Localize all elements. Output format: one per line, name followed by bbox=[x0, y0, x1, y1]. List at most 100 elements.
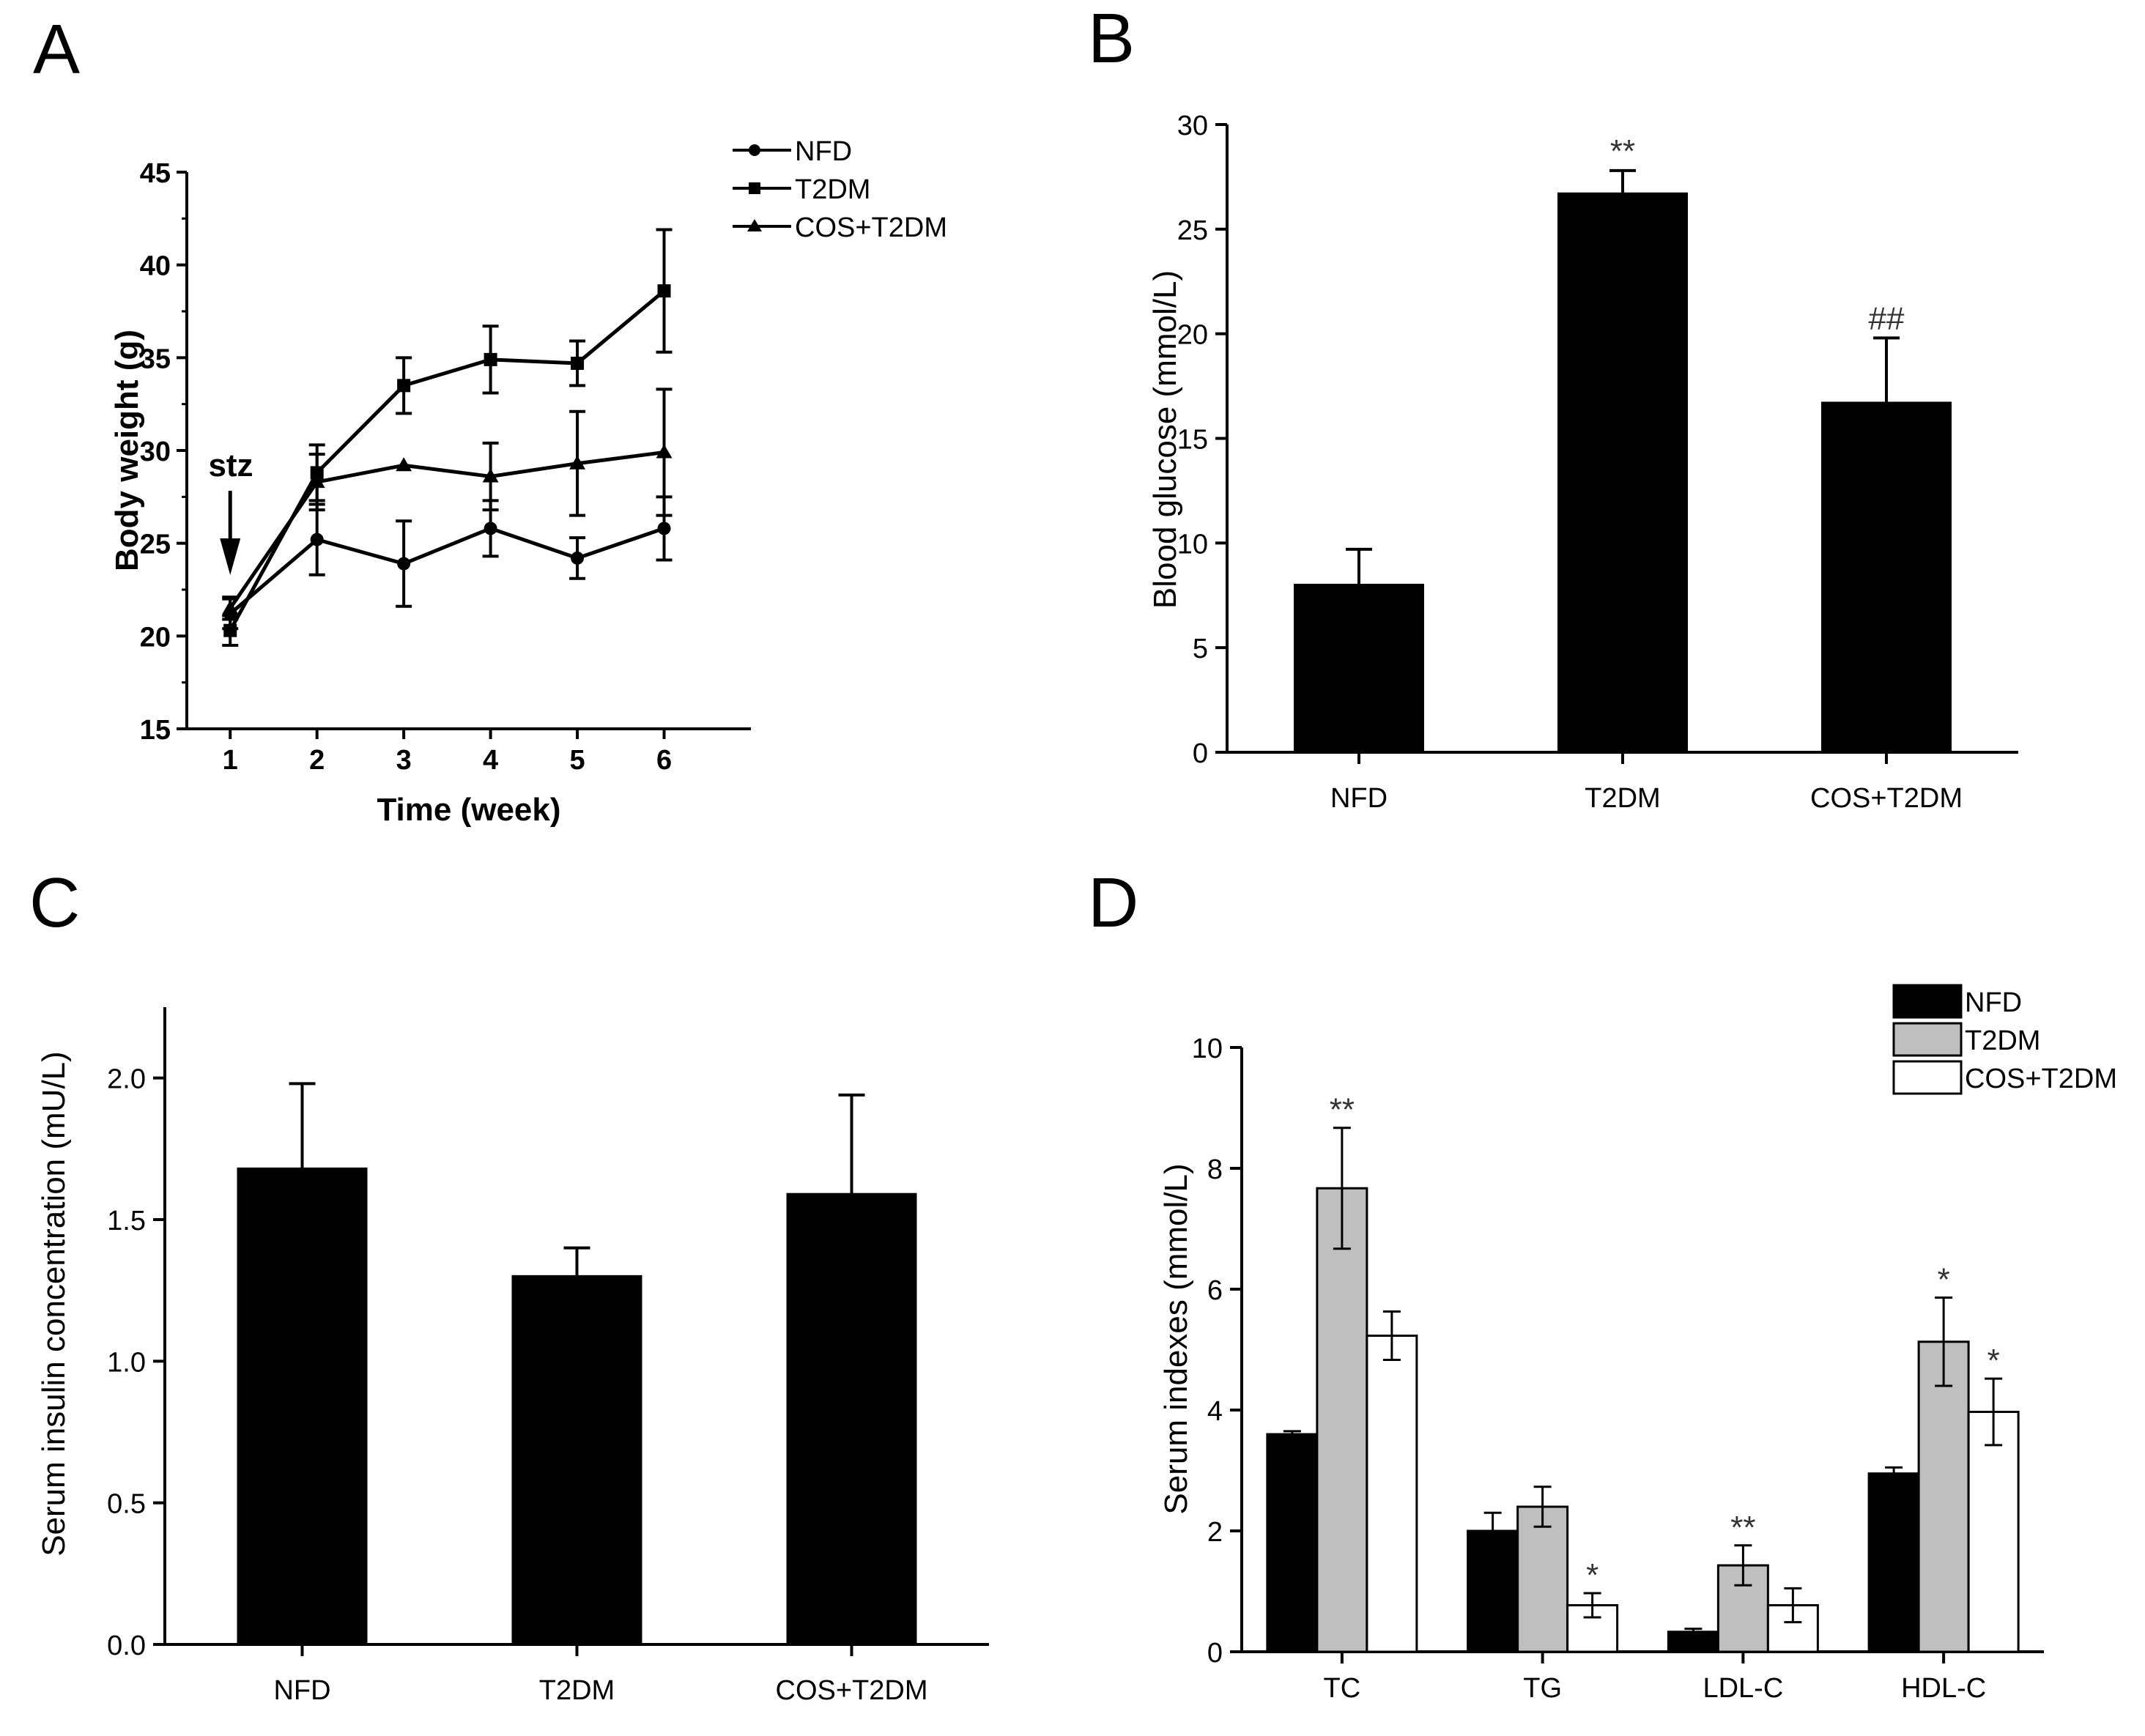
panel-d-xtick-label: TC bbox=[1324, 1673, 1361, 1704]
panel-b-ytick-label: 5 bbox=[1193, 634, 1208, 664]
panel-c-error-bar bbox=[289, 1082, 316, 1169]
panel-d-significance-label: ** bbox=[1730, 1510, 1755, 1546]
panel-a-series-line bbox=[229, 450, 664, 609]
panel-a-xtick-label: 1 bbox=[223, 745, 238, 776]
panel-a-point bbox=[571, 356, 585, 370]
panel-a-ytick-label: 20 bbox=[140, 622, 171, 653]
panel-a-legend-marker bbox=[749, 144, 760, 156]
panel-a-point bbox=[657, 284, 671, 298]
panel-d-error-bar bbox=[1935, 1297, 1953, 1387]
panel-a-legend-marker bbox=[749, 182, 760, 194]
panel-d-error-bar bbox=[1885, 1466, 1903, 1481]
panel-d-error-bar bbox=[1533, 1485, 1552, 1528]
panel-b-bar bbox=[1294, 583, 1424, 754]
panel-b-error-bar bbox=[1873, 336, 1900, 403]
panel-a-xtick-label: 6 bbox=[656, 745, 672, 776]
panel-d-xtick-label: HDL-C bbox=[1901, 1673, 1986, 1704]
panel-b-significance-label: ## bbox=[1869, 300, 1905, 336]
panel-d-legend-swatch bbox=[1892, 984, 1963, 1019]
panel-d-xtick-label: TG bbox=[1523, 1673, 1562, 1704]
panel-d-legend-swatch bbox=[1892, 1060, 1963, 1095]
panel-d-legend-swatch bbox=[1892, 1022, 1963, 1057]
panel-d-grouped-bar-chart: Serum indexes (mmol/L) 0246810TC**TG*LDL… bbox=[1158, 984, 2117, 1704]
panel-c-xtick-label: NFD bbox=[273, 1675, 330, 1706]
panel-d-legend-label: NFD bbox=[1965, 987, 2022, 1018]
panel-a-legend-label: COS+T2DM bbox=[795, 212, 947, 243]
panel-d-significance-label: * bbox=[1938, 1262, 1950, 1298]
panel-a-series-nfd: NFD bbox=[222, 136, 852, 631]
panel-c-ytick-label: 0.0 bbox=[107, 1631, 146, 1661]
panel-d-legend-label: T2DM bbox=[1965, 1025, 2040, 1056]
panel-a-stz-annotation: stz bbox=[208, 448, 253, 483]
panel-c-xtick-label: T2DM bbox=[539, 1675, 615, 1706]
panel-b-error-bar bbox=[1346, 547, 1372, 585]
panel-a-legend-label: T2DM bbox=[795, 174, 870, 205]
panel-b-xtick-label: NFD bbox=[1330, 783, 1388, 814]
panel-a-xtick-label: 3 bbox=[396, 745, 412, 776]
panel-a-stz-arrow-head bbox=[220, 538, 241, 575]
panel-d-bar bbox=[1516, 1505, 1569, 1653]
panel-d-significance-label: ** bbox=[1330, 1092, 1355, 1128]
panel-letter-b: B bbox=[1088, 0, 1135, 78]
panel-a-point bbox=[222, 600, 239, 615]
panel-a-xlabel: Time (week) bbox=[377, 792, 560, 828]
panel-c-bar bbox=[511, 1275, 642, 1646]
panel-d-ytick-label: 0 bbox=[1207, 1638, 1223, 1669]
panel-a-ytick-label: 40 bbox=[140, 251, 171, 282]
panel-b-error-bar bbox=[1609, 168, 1636, 194]
panel-d-error-bar bbox=[1382, 1310, 1401, 1362]
panel-a-point bbox=[484, 352, 497, 366]
panel-c-bar bbox=[237, 1167, 368, 1646]
panel-d-bar bbox=[1266, 1433, 1319, 1653]
panel-b-ytick-label: 15 bbox=[1177, 425, 1208, 456]
panel-c-ytick-label: 1.0 bbox=[107, 1347, 146, 1378]
panel-d-error-bar bbox=[1734, 1544, 1752, 1587]
panel-d-error-bar bbox=[1283, 1430, 1301, 1439]
panel-a-legend-marker bbox=[747, 219, 762, 231]
panel-d-bar bbox=[1316, 1187, 1368, 1653]
panel-a-ytick-label: 25 bbox=[140, 530, 171, 560]
panel-a-ytick-label: 30 bbox=[140, 437, 171, 467]
panel-d-legend-label: COS+T2DM bbox=[1965, 1064, 2117, 1094]
panel-letter-d: D bbox=[1088, 864, 1138, 942]
panel-a-point bbox=[223, 623, 237, 637]
panel-a-series-line bbox=[229, 526, 665, 615]
panel-a-point bbox=[397, 379, 411, 393]
panel-d-significance-label: * bbox=[1586, 1557, 1598, 1593]
panel-a-xtick-label: 4 bbox=[483, 745, 498, 776]
panel-d-bar bbox=[1917, 1340, 1970, 1653]
panel-a-point bbox=[396, 457, 412, 472]
panel-d-ylabel: Serum indexes (mmol/L) bbox=[1158, 1163, 1194, 1514]
panel-a-series-cos-t2dm: COS+T2DM bbox=[222, 212, 947, 621]
panel-a-ytick-label: 15 bbox=[140, 715, 171, 746]
panel-a-point bbox=[310, 533, 324, 546]
panel-d-bar bbox=[1366, 1335, 1418, 1653]
panel-a-ytick-label: 35 bbox=[140, 344, 171, 374]
panel-d-bar bbox=[1867, 1472, 1920, 1653]
panel-a-point bbox=[656, 444, 673, 459]
panel-b-bar-chart: Blood glucose (mmol/L) 0 5 10 15 20 25 30 NFD T2… bbox=[1147, 111, 2018, 814]
panel-d-error-bar bbox=[1583, 1592, 1601, 1619]
panel-a-legend-label: NFD bbox=[795, 136, 852, 167]
panel-d-ytick-label: 10 bbox=[1192, 1034, 1223, 1064]
panel-c-error-bar bbox=[838, 1093, 865, 1195]
panel-b-ytick-label: 30 bbox=[1177, 111, 1208, 141]
panel-a-point bbox=[308, 474, 325, 489]
panel-a-xtick-label: 5 bbox=[570, 745, 585, 776]
panel-a-series-line bbox=[229, 289, 666, 631]
panel-b-ytick-label: 25 bbox=[1177, 215, 1208, 246]
panel-d-error-bar bbox=[1985, 1377, 2003, 1447]
panel-b-bar bbox=[1557, 192, 1688, 754]
panel-d-xtick-label: LDL-C bbox=[1703, 1673, 1783, 1704]
panel-a-point bbox=[484, 522, 497, 535]
panel-a-point bbox=[397, 557, 411, 571]
panel-c-ytick-label: 0.5 bbox=[107, 1489, 146, 1520]
panel-a-point bbox=[571, 551, 585, 565]
panel-d-error-bar bbox=[1483, 1511, 1502, 1551]
panel-d-error-bar bbox=[1784, 1587, 1802, 1624]
panel-b-significance-label: ** bbox=[1610, 133, 1635, 169]
panel-c-ytick-label: 2.0 bbox=[107, 1064, 146, 1095]
panel-letter-a: A bbox=[33, 10, 80, 89]
panel-b-xtick-label: T2DM bbox=[1585, 783, 1660, 814]
